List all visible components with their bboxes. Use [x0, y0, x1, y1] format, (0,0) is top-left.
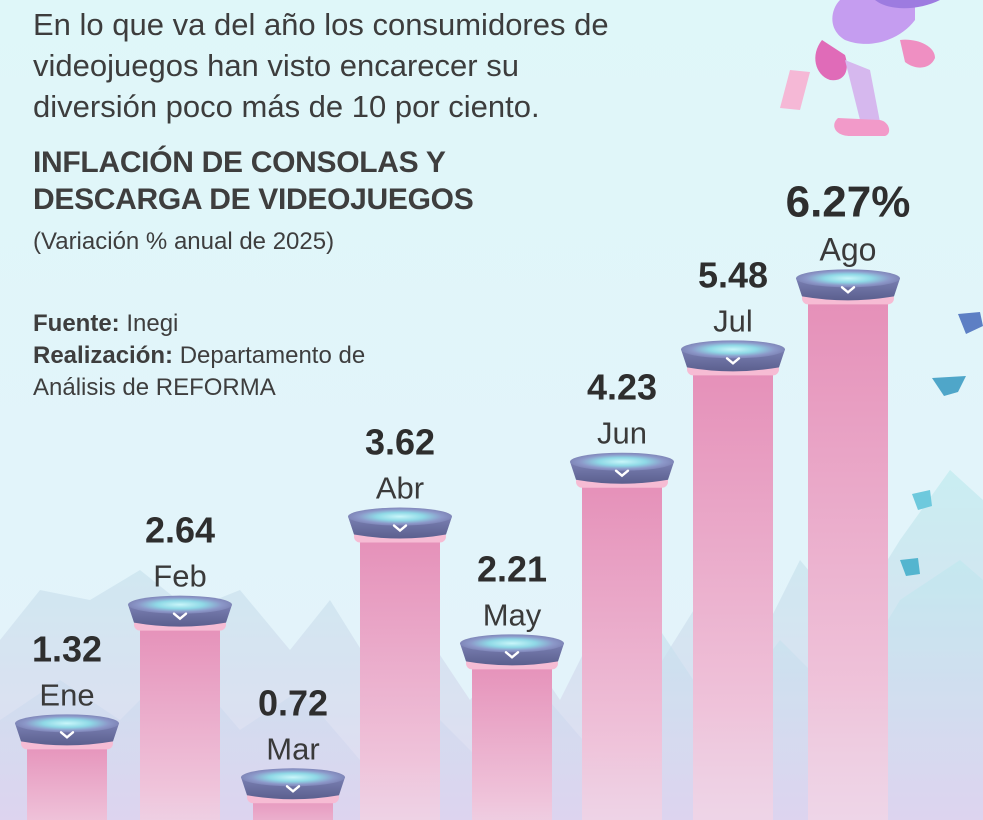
- data-label: 4.23: [587, 367, 657, 408]
- bar-pad-top: [348, 507, 452, 526]
- data-label: 2.21: [477, 548, 547, 589]
- chevron-down-icon: [59, 731, 75, 739]
- data-label: 3.62: [365, 422, 435, 463]
- tick-label: Abr: [376, 471, 424, 506]
- bar-pad-top: [460, 634, 564, 653]
- chevron-down-icon: [840, 286, 856, 294]
- bar-group: Jul 5.48: [681, 254, 785, 820]
- bar: [27, 737, 107, 820]
- floating-crystals: [900, 312, 983, 576]
- bar: [140, 618, 220, 820]
- credits: Fuente: Inegi Realización: Departamento …: [33, 308, 413, 404]
- source-label: Fuente:: [33, 310, 120, 337]
- tick-label: May: [483, 597, 542, 632]
- bar-group: Ago 6.27%: [786, 177, 911, 820]
- made-value: Departamento de Análisis de REFORMA: [33, 342, 366, 401]
- made-label: Realización:: [33, 342, 174, 369]
- bar-group: Ene 1.32: [15, 628, 119, 820]
- chart-subtitle: (Variación % anual de 2025): [33, 228, 335, 255]
- bar-pad-top: [681, 340, 785, 359]
- robot-character: [780, 0, 940, 136]
- bar: [360, 530, 440, 820]
- bar-group: May 2.21: [460, 548, 564, 820]
- bar-group: Abr 3.62: [348, 422, 452, 820]
- intro-text: En lo que va del año los consumidores de…: [33, 7, 609, 124]
- source-value: Inegi: [126, 310, 179, 337]
- chevron-down-icon: [614, 469, 630, 478]
- tick-label: Jul: [713, 303, 753, 338]
- bar: [472, 657, 552, 820]
- tick-label: Ago: [820, 231, 877, 267]
- chevron-down-icon: [285, 785, 301, 793]
- data-label: 0.72: [258, 682, 328, 723]
- tick-label: Mar: [266, 731, 319, 766]
- chart-title: INFLACIÓN DE CONSOLAS Y DESCARGA DE VIDE…: [33, 146, 474, 216]
- tick-label: Jun: [597, 416, 647, 451]
- bar-group: Mar 0.72: [241, 682, 345, 820]
- bars: Ene 1.32 Feb 2.64 Mar 0.72 Abr 3.62 May 2.21 Jun 4.…: [15, 177, 910, 820]
- bar-group: Feb 2.64: [128, 510, 232, 820]
- bar-pad-top: [128, 595, 232, 614]
- bar-pad-top: [796, 269, 900, 288]
- chevron-down-icon: [172, 612, 188, 621]
- data-label: 6.27%: [786, 177, 911, 226]
- bar-group: Jun 4.23: [570, 367, 674, 820]
- bar: [693, 363, 773, 820]
- data-label: 1.32: [32, 628, 102, 669]
- bar: [582, 475, 662, 820]
- data-label: 5.48: [698, 254, 768, 295]
- bar: [808, 292, 888, 820]
- data-label: 2.64: [145, 510, 215, 551]
- tick-label: Feb: [153, 559, 206, 594]
- bar-pad-top: [570, 452, 674, 471]
- bar-pad-top: [15, 714, 119, 733]
- chevron-down-icon: [725, 357, 741, 365]
- chevron-down-icon: [504, 651, 520, 659]
- chevron-down-icon: [392, 524, 408, 533]
- bar-pad-top: [241, 768, 345, 787]
- tick-label: Ene: [39, 677, 94, 712]
